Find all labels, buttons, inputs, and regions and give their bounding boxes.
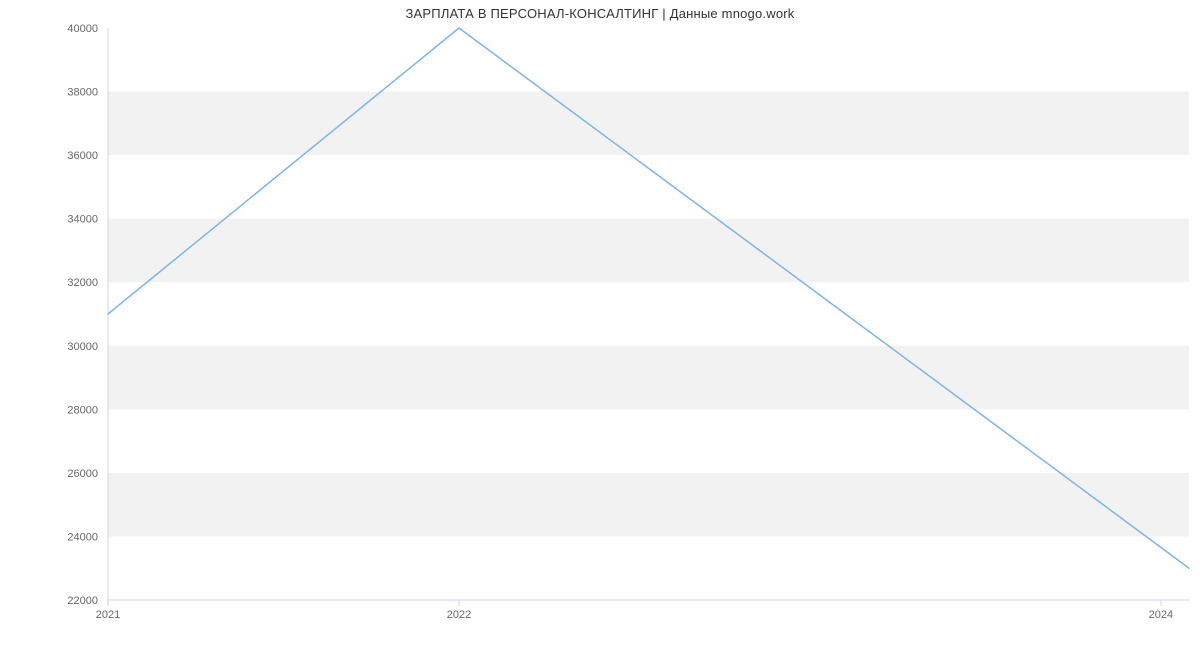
- y-tick-label: 26000: [67, 468, 98, 480]
- plot-band: [108, 92, 1189, 156]
- y-tick-label: 40000: [67, 23, 98, 35]
- plot-band: [108, 346, 1189, 410]
- chart-title: ЗАРПЛАТА В ПЕРСОНАЛ-КОНСАЛТИНГ | Данные …: [0, 6, 1200, 21]
- y-tick-label: 30000: [67, 341, 98, 353]
- plot-band: [108, 473, 1189, 537]
- y-tick-label: 36000: [67, 150, 98, 162]
- y-tick-label: 22000: [67, 595, 98, 607]
- salary-chart: ЗАРПЛАТА В ПЕРСОНАЛ-КОНСАЛТИНГ | Данные …: [0, 0, 1200, 650]
- y-tick-label: 28000: [67, 404, 98, 416]
- plot-band: [108, 219, 1189, 283]
- y-tick-label: 32000: [67, 277, 98, 289]
- chart-svg: 22000 24000 26000 28000 30000 32000 34000 36000…: [0, 0, 1200, 650]
- x-tick-label: 2024: [1149, 609, 1173, 621]
- x-tick-label: 2022: [447, 609, 471, 621]
- y-tick-label: 38000: [67, 87, 98, 99]
- x-tick-label: 2021: [96, 609, 120, 621]
- y-tick-label: 24000: [67, 531, 98, 543]
- y-tick-label: 34000: [67, 214, 98, 226]
